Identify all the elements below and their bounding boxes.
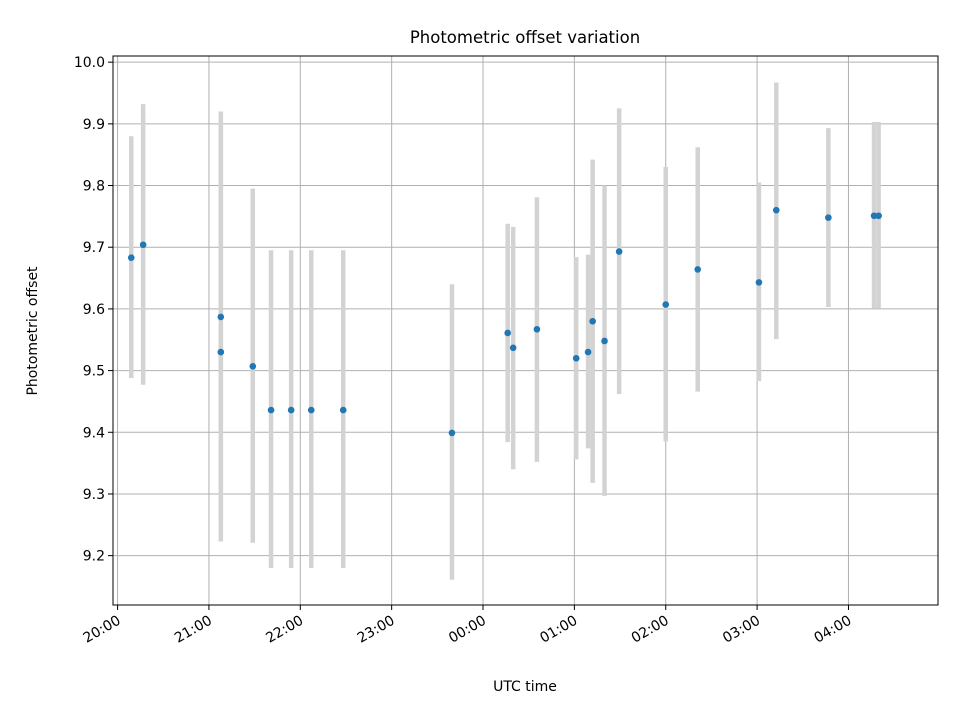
data-point [662,301,670,308]
data-points [127,206,882,437]
data-point [533,325,541,333]
grid-lines [113,56,938,605]
data-point [825,214,832,221]
data-point [249,362,257,370]
data-point [772,206,780,214]
data-point [875,212,882,220]
y-axis-label: Photometric offset [25,266,41,396]
y-tick-label: 10.0 [74,55,105,71]
data-point [339,406,347,414]
y-tick-label: 9.5 [83,364,105,380]
y-tick-label: 9.6 [83,302,105,318]
y-tick-label: 9.3 [83,487,105,503]
data-point [504,329,511,337]
y-tick-label: 9.2 [83,549,105,565]
data-point [307,406,315,414]
y-tick-label: 9.4 [83,425,105,441]
data-point [615,248,623,255]
data-point [127,254,135,262]
data-point [572,354,580,362]
data-point [870,212,878,220]
data-point [694,266,702,273]
y-axis-ticks: 9.2 9.3 9.4 9.5 9.6 9.7 9.8 9.9 10.0 [74,55,113,565]
data-point [509,344,517,352]
y-tick-label: 9.7 [83,240,105,256]
data-point [589,317,596,325]
data-point [601,337,608,345]
data-point [287,406,295,414]
data-point [584,348,592,356]
x-axis-label: UTC time [493,679,557,695]
data-point [755,279,763,286]
data-point [217,313,225,321]
data-point [217,348,225,356]
data-point [448,429,456,437]
data-point [267,406,275,414]
plot-frame [112,55,939,606]
y-tick-label: 9.9 [83,117,105,133]
chart-title: Photometric offset variation [410,28,640,47]
y-tick-label: 9.8 [83,179,105,195]
data-point [139,241,147,249]
